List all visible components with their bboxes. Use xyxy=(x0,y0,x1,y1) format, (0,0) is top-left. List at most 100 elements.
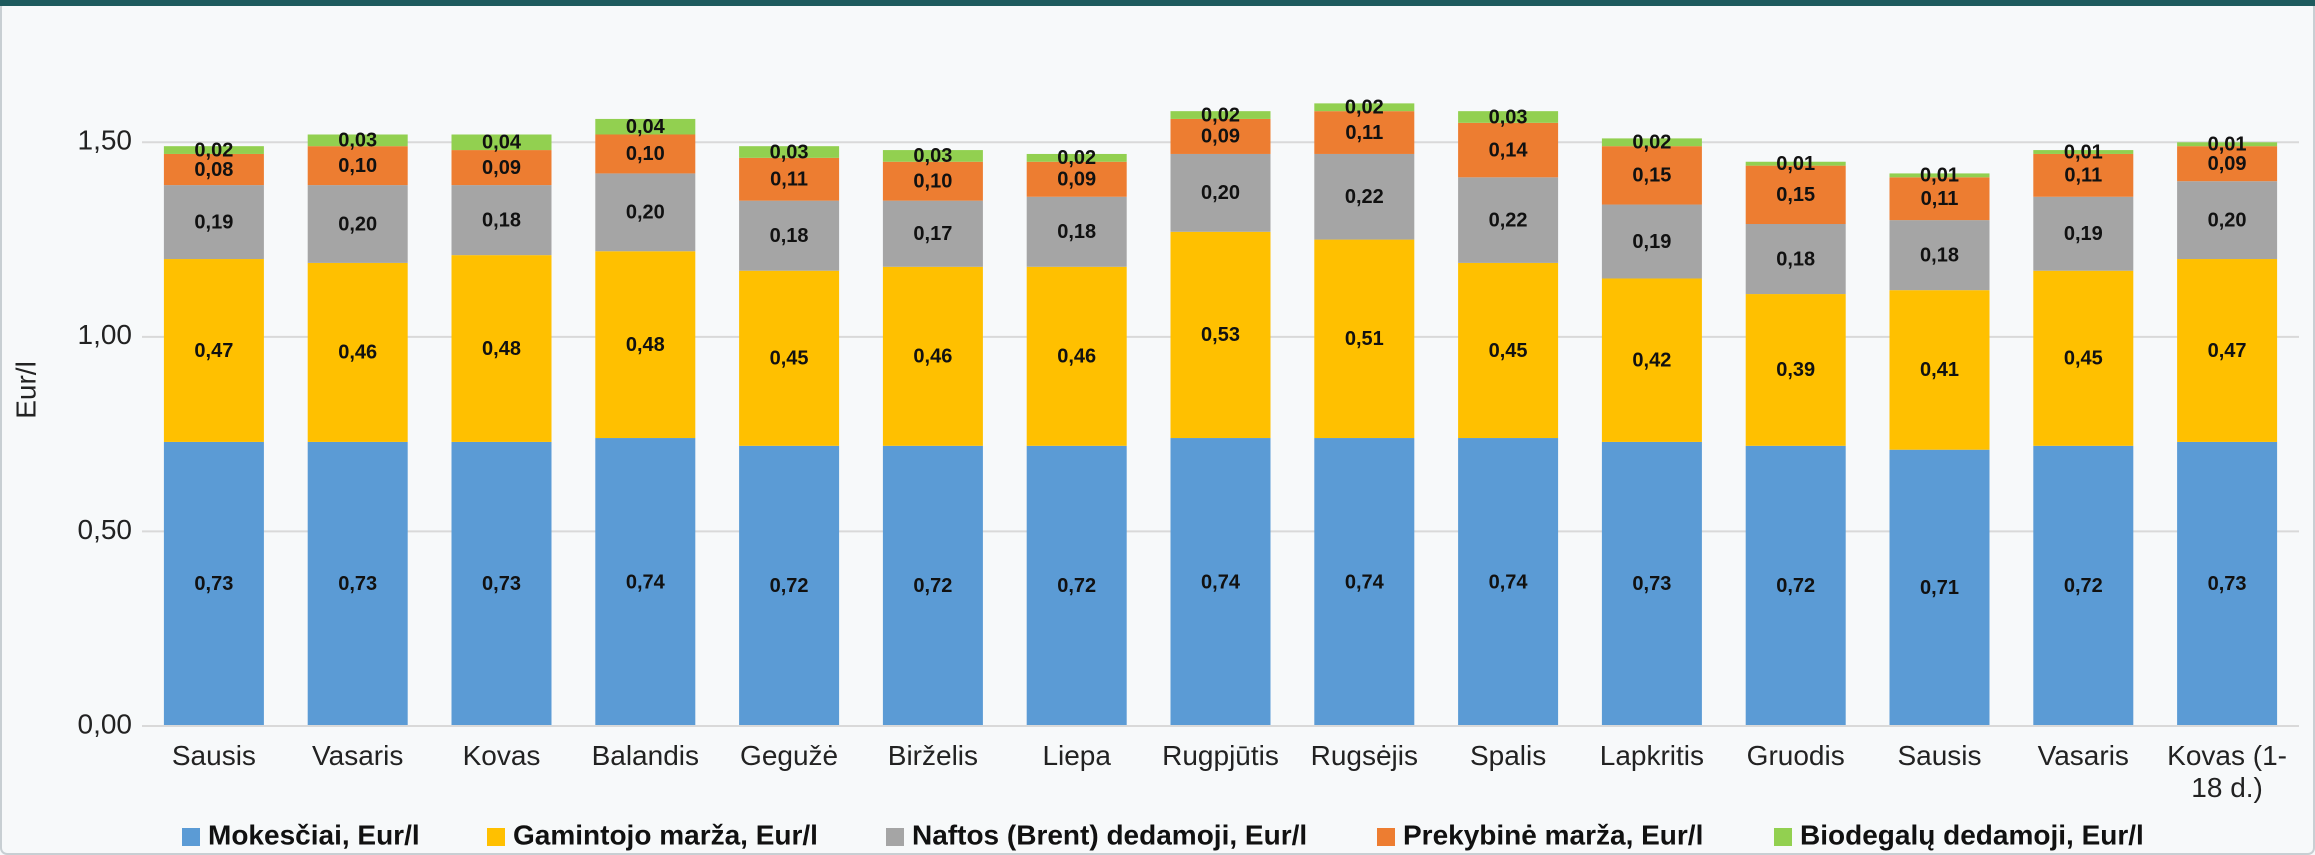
data-label: 0,02 xyxy=(1345,97,1384,119)
data-label: 0,47 xyxy=(2208,340,2247,362)
bar-segment xyxy=(307,185,408,263)
bar-segment xyxy=(595,438,696,726)
bar-segment xyxy=(739,157,840,201)
bar-segment xyxy=(1745,161,1846,166)
data-label: 0,45 xyxy=(1489,340,1528,362)
legend-label: Biodegalų dedamoji, Eur/l xyxy=(1800,819,2144,850)
bar-segment xyxy=(1458,438,1559,726)
data-label: 0,46 xyxy=(338,342,377,364)
x-tick-label: Liepa xyxy=(1042,740,1111,771)
data-label: 0,41 xyxy=(1920,359,1959,381)
data-label: 0,09 xyxy=(482,157,521,179)
bar-segment xyxy=(1889,177,1990,221)
bar-segment xyxy=(163,441,264,726)
bar-segment xyxy=(1314,153,1415,240)
data-label: 0,04 xyxy=(626,116,666,138)
data-label: 0,03 xyxy=(770,141,809,163)
bar-segment xyxy=(1745,445,1846,726)
data-label: 0,53 xyxy=(1201,324,1240,346)
x-tick-label: Birželis xyxy=(887,740,979,771)
bar-segment xyxy=(2033,196,2134,271)
x-tick-label: Kovas xyxy=(462,740,541,771)
data-label: 0,72 xyxy=(2064,575,2103,597)
data-label: 0,01 xyxy=(1776,153,1815,175)
data-label: 0,11 xyxy=(1921,188,1959,210)
x-tick-label: Balandis xyxy=(591,740,699,771)
data-label: 0,03 xyxy=(1489,106,1528,128)
data-label: 0,18 xyxy=(1920,244,1959,266)
data-label: 0,22 xyxy=(1345,186,1384,208)
bar-segment xyxy=(1170,118,1271,154)
data-label: 0,73 xyxy=(1632,573,1671,595)
bar-segment xyxy=(451,150,552,186)
bar-segment xyxy=(1745,165,1846,225)
bar-segment xyxy=(2177,142,2278,147)
data-label: 0,74 xyxy=(1201,571,1241,593)
data-label: 0,20 xyxy=(338,213,377,235)
legend-swatch xyxy=(487,828,505,846)
legend-label: Naftos (Brent) dedamoji, Eur/l xyxy=(912,819,1307,850)
data-label: 0,20 xyxy=(626,202,665,224)
data-label: 0,09 xyxy=(2208,153,2247,175)
data-label: 0,71 xyxy=(1920,577,1959,599)
bar-segment xyxy=(1170,153,1271,232)
bar-segment xyxy=(1314,103,1415,112)
bar-segment xyxy=(1170,231,1271,439)
x-tick-label: Vasaris xyxy=(2037,740,2129,771)
top-band xyxy=(0,0,2315,6)
bar-segment xyxy=(1170,438,1271,726)
data-label: 0,11 xyxy=(2064,165,2102,187)
bar-segment xyxy=(2033,153,2134,197)
x-tick-label: Rugsėjis xyxy=(1310,740,1418,771)
x-tick-label: Kovas (1-18 d.) xyxy=(2167,740,2287,803)
data-label: 0,45 xyxy=(770,348,809,370)
y-axis-label: Eur/l xyxy=(10,361,41,419)
bar-segment xyxy=(2033,270,2134,446)
bar-segment xyxy=(163,259,264,442)
bar-segment xyxy=(1601,146,1702,205)
bar-segment xyxy=(1314,438,1415,726)
data-label: 0,74 xyxy=(1489,571,1529,593)
bar-segment xyxy=(882,200,983,267)
data-label: 0,11 xyxy=(770,169,808,191)
x-tick-label: Spalis xyxy=(1469,740,1547,771)
data-label: 0,73 xyxy=(482,573,521,595)
data-label: 0,18 xyxy=(1776,248,1815,270)
data-label: 0,22 xyxy=(1489,209,1528,231)
data-label: 0,73 xyxy=(2208,573,2247,595)
legend-label: Gamintojo marža, Eur/l xyxy=(513,819,818,850)
bar-segment xyxy=(307,262,408,442)
bar-segment xyxy=(451,441,552,726)
data-label: 0,10 xyxy=(338,155,377,177)
data-label: 0,47 xyxy=(194,340,233,362)
legend-swatch xyxy=(1377,828,1395,846)
x-tick-label: Lapkritis xyxy=(1599,740,1705,771)
bar-segment xyxy=(1026,445,1127,726)
data-label: 0,15 xyxy=(1632,165,1671,187)
data-label: 0,46 xyxy=(1057,346,1096,368)
y-tick-label: 0,50 xyxy=(78,514,133,545)
bar-segment xyxy=(1026,161,1127,197)
data-label: 0,18 xyxy=(770,225,809,247)
data-label: 0,02 xyxy=(194,139,233,161)
bar-segment xyxy=(1745,294,1846,446)
data-label: 0,17 xyxy=(913,223,952,245)
bar-segment xyxy=(1889,449,1990,726)
bar-segment xyxy=(595,134,696,174)
bar-segment xyxy=(1458,262,1559,439)
data-label: 0,03 xyxy=(338,130,377,152)
bar-segment xyxy=(1889,173,1990,178)
bar-segment xyxy=(163,153,264,186)
bar-segment xyxy=(739,200,840,271)
bar-segment xyxy=(451,134,552,151)
x-tick-label: Sausis xyxy=(1897,740,1982,771)
bar-segment xyxy=(1745,224,1846,295)
legend-swatch xyxy=(182,828,200,846)
data-label: 0,73 xyxy=(338,573,377,595)
bar-segment xyxy=(307,441,408,726)
bar-segment xyxy=(882,445,983,726)
bar-segment xyxy=(1458,177,1559,263)
data-label: 0,14 xyxy=(1489,139,1529,161)
bar-segment xyxy=(1889,290,1990,450)
y-tick-label: 1,00 xyxy=(78,319,133,350)
